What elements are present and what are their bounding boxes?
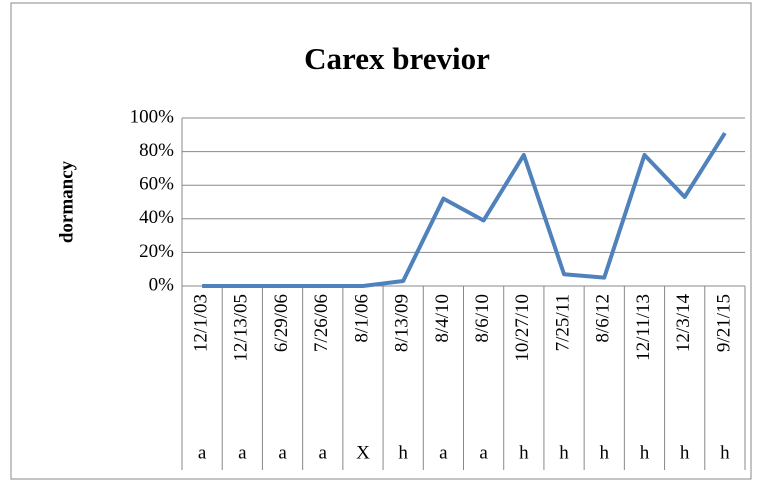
- y-axis-label: dormancy: [56, 160, 77, 243]
- x-group-label: h: [519, 442, 529, 463]
- x-tick-label: 8/13/09: [392, 294, 413, 352]
- x-tick-label: 7/26/06: [311, 294, 332, 352]
- chart-title: Carex brevior: [304, 41, 490, 76]
- x-tick-label: 8/1/06: [351, 294, 372, 343]
- x-tick-label: 9/21/15: [713, 294, 734, 352]
- x-group-label: a: [238, 442, 247, 463]
- x-tick-label: 10/27/10: [512, 294, 533, 362]
- x-group-label: a: [319, 442, 328, 463]
- x-group-label: h: [600, 442, 610, 463]
- y-tick-label: 0%: [149, 274, 175, 295]
- chart-frame: [10, 2, 752, 480]
- y-tick-label: 40%: [139, 207, 174, 228]
- x-tick-label: 8/6/12: [593, 294, 614, 343]
- x-tick-label: 8/6/10: [472, 294, 493, 343]
- x-group-label: a: [479, 442, 488, 463]
- x-tick-label: 7/25/11: [552, 294, 573, 351]
- x-tick-label: 8/4/10: [432, 294, 453, 343]
- x-tick-label: 12/3/14: [673, 294, 694, 353]
- y-tick-label: 60%: [139, 174, 174, 195]
- x-group-label: a: [439, 442, 448, 463]
- y-tick-label: 20%: [139, 241, 174, 262]
- x-group-label: h: [640, 442, 650, 463]
- x-group-label: X: [356, 442, 370, 463]
- x-tick-label: 6/29/06: [271, 294, 292, 352]
- x-group-label: a: [278, 442, 287, 463]
- x-group-label: h: [559, 442, 569, 463]
- line-series: [202, 132, 727, 288]
- x-group-label: h: [680, 442, 690, 463]
- x-tick-label: 12/1/03: [190, 294, 211, 352]
- x-group-label: h: [398, 442, 408, 463]
- y-tick-label: 100%: [130, 106, 175, 127]
- x-group-label: h: [720, 442, 730, 463]
- y-tick-label: 80%: [139, 140, 174, 161]
- x-tick-label: 12/11/13: [633, 294, 654, 361]
- x-group-label: a: [198, 442, 207, 463]
- x-tick-label: 12/13/05: [231, 294, 252, 362]
